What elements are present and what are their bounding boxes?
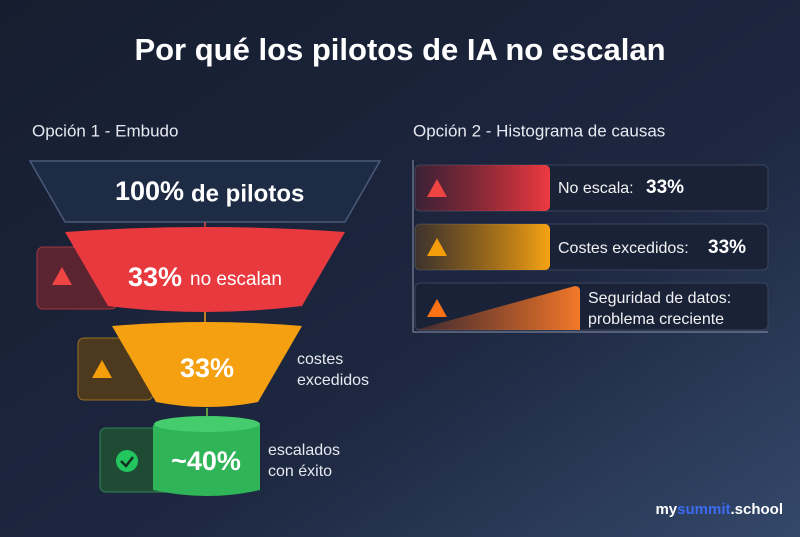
brand-part: summit xyxy=(677,501,730,518)
warning-icon xyxy=(427,179,447,197)
cause-bar xyxy=(415,165,550,211)
stage-label: de pilotos xyxy=(191,180,304,207)
stage-value: 33% xyxy=(128,262,182,292)
warning-icon xyxy=(92,360,112,378)
brand-part: my xyxy=(655,501,677,518)
cause-value: 33% xyxy=(646,177,684,198)
funnel-stage xyxy=(65,227,345,312)
side-label: excedidos xyxy=(297,372,369,389)
cause-value: 33% xyxy=(708,237,746,258)
funnel-stage xyxy=(112,322,302,407)
warning-icon xyxy=(427,238,447,256)
stage-value: 33% xyxy=(180,353,234,383)
cause-label: problema creciente xyxy=(588,311,724,328)
cause-label: No escala: xyxy=(558,180,634,197)
stage-label: no escalan xyxy=(190,269,282,290)
title: Por qué los pilotos de IA no escalan xyxy=(134,32,665,67)
side-label: costes xyxy=(297,351,343,368)
brand: mysummit.school xyxy=(655,501,783,518)
cylinder-top xyxy=(154,416,260,432)
side-label: escalados xyxy=(268,442,340,459)
warning-icon xyxy=(427,299,447,317)
stage-value: 100% xyxy=(115,176,184,206)
cause-label: Seguridad de datos: xyxy=(588,290,731,307)
funnel-stage xyxy=(153,419,260,496)
brand-part: .school xyxy=(730,501,783,518)
trend-wedge xyxy=(415,286,580,330)
side-label: con éxito xyxy=(268,463,332,480)
cause-label: Costes excedidos: xyxy=(558,240,689,257)
funnel-top xyxy=(28,160,382,223)
funnel-heading: Opción 1 - Embudo xyxy=(32,121,178,140)
cause-bar xyxy=(415,224,550,270)
warning-icon xyxy=(52,267,72,285)
axes xyxy=(412,160,768,333)
check-mark xyxy=(120,456,134,468)
check-icon xyxy=(116,450,138,472)
causes-heading: Opción 2 - Histograma de causas xyxy=(413,121,665,140)
stage-value: ~40% xyxy=(171,446,241,476)
